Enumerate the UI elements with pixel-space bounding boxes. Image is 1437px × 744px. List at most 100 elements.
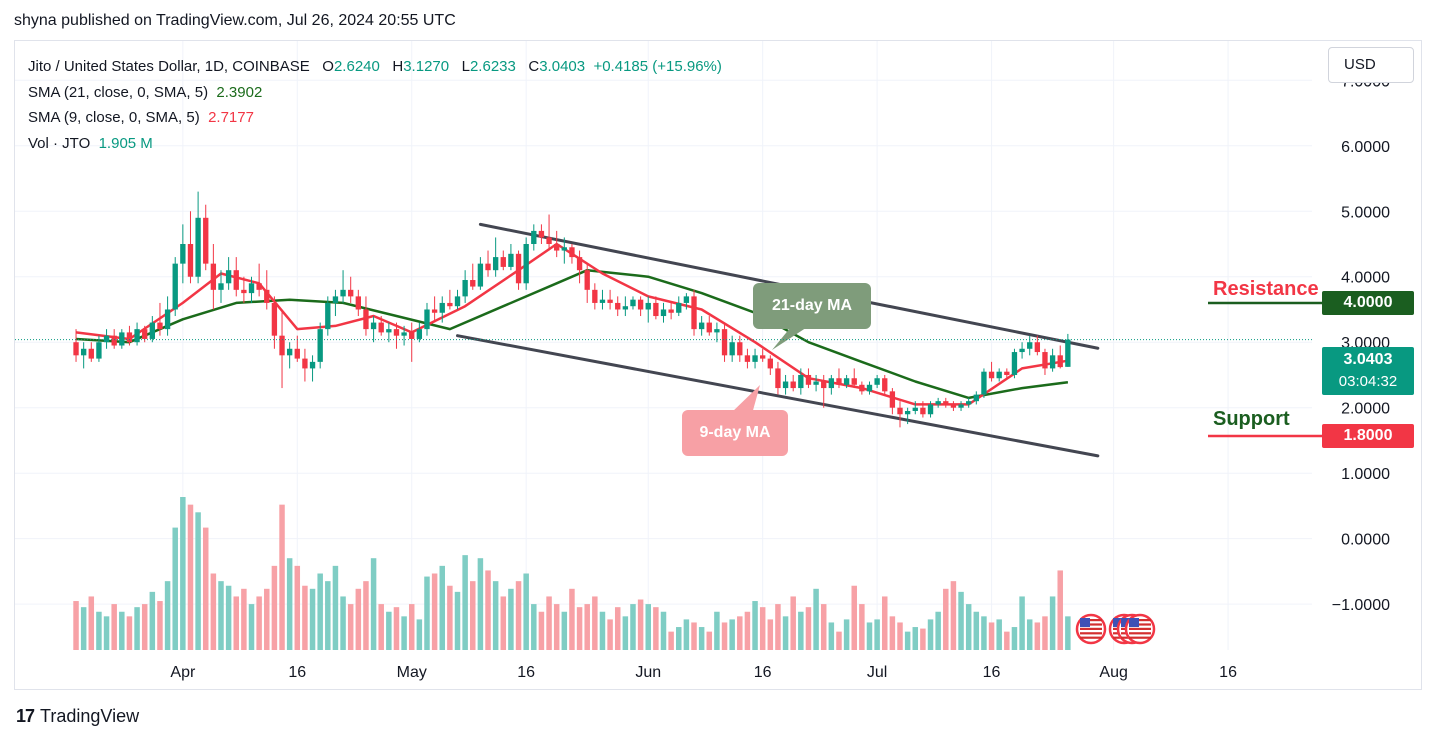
volume-bar <box>988 622 995 650</box>
candle-body <box>531 230 537 244</box>
x-tick-label: 16 <box>517 664 535 681</box>
volume-bar <box>241 588 247 650</box>
volume-bar <box>637 599 644 650</box>
candle-body <box>195 217 201 277</box>
volume-bar <box>889 616 896 650</box>
key-levels <box>15 301 1322 438</box>
footer-brand[interactable]: 17 TradingView <box>16 706 139 727</box>
candle-body <box>248 283 255 294</box>
candle-body <box>111 335 117 346</box>
candle-body <box>134 329 140 343</box>
volume-bar <box>325 581 331 650</box>
volume-bar <box>431 573 438 650</box>
volume-bar <box>805 607 812 650</box>
volume-bar <box>317 573 323 650</box>
currency-button[interactable]: USD <box>1328 47 1414 83</box>
candle-body <box>653 302 659 317</box>
us-flag-icon[interactable] <box>1124 613 1156 645</box>
candle-body <box>523 244 529 284</box>
candle-body <box>561 247 567 251</box>
x-tick-label: May <box>397 664 427 681</box>
volume-bar <box>782 616 789 650</box>
chart-frame[interactable] <box>14 40 1422 690</box>
candle-body <box>958 404 964 408</box>
candle-body <box>935 401 941 405</box>
candle-body <box>294 348 300 359</box>
legend-sma9-row[interactable]: SMA (9, close, 0, SMA, 5) 2.7177 <box>28 109 254 126</box>
us-flag-icon[interactable] <box>1075 613 1107 645</box>
candle-body <box>538 230 545 238</box>
flag-stripe <box>1080 636 1102 639</box>
volume-bar <box>683 619 690 650</box>
volume-bar <box>1026 619 1033 650</box>
candle-body <box>470 280 476 287</box>
candle-body <box>859 384 865 392</box>
candle-body <box>439 302 445 313</box>
candle-body <box>637 299 644 310</box>
volume-bar <box>904 631 911 650</box>
volume-bar <box>164 581 171 650</box>
volume-bar <box>370 558 377 650</box>
candle-body <box>981 371 987 395</box>
volume-bar <box>546 596 552 650</box>
legend-sma21-row[interactable]: SMA (21, close, 0, SMA, 5) 2.3902 <box>28 83 263 101</box>
candle-body <box>256 283 262 290</box>
flag-stripe <box>1129 632 1151 635</box>
flag-stripe <box>1129 623 1151 626</box>
candle-body <box>973 394 979 402</box>
candle-body <box>180 244 186 264</box>
candle-body <box>363 309 369 330</box>
volume-bar <box>614 607 621 650</box>
candle-body <box>851 378 857 385</box>
volume-bar <box>767 619 774 650</box>
volume-bar <box>981 616 987 650</box>
x-tick-label: Jun <box>635 664 661 681</box>
candle-body <box>73 342 79 356</box>
support-value-tag: 1.8000 <box>1322 424 1414 448</box>
candle-body <box>96 342 102 359</box>
candle-body <box>225 270 232 284</box>
candle-body <box>492 257 499 271</box>
candle-body <box>302 358 308 369</box>
sma9-value: 2.7177 <box>208 109 254 126</box>
candle-body <box>485 263 491 271</box>
symbol-title[interactable]: Jito / United States Dollar, 1D, COINBAS… <box>28 58 310 75</box>
candle-body <box>241 289 247 294</box>
ma21-annotation[interactable]: 21-day MA <box>753 283 871 329</box>
candle-body <box>668 309 674 313</box>
volume-bar <box>523 573 529 650</box>
volume-bar <box>233 596 239 650</box>
volume-bar <box>408 604 415 650</box>
published-caption: shyna published on TradingView.com, Jul … <box>14 12 456 29</box>
volume-value: 1.905 M <box>98 134 153 152</box>
volume-bar <box>225 585 232 650</box>
volume-bar <box>355 588 362 650</box>
legend-volume-row[interactable]: Vol · JTO 1.905 M <box>28 134 153 152</box>
candle-body <box>103 335 110 343</box>
volume-bar <box>706 631 713 650</box>
ma9-annotation[interactable]: 9-day MA <box>682 410 788 456</box>
sma9-line <box>75 242 1069 406</box>
volume-bar <box>1049 596 1056 650</box>
volume-bar <box>866 622 873 650</box>
candle-body <box>836 378 842 385</box>
candle-body <box>790 381 796 389</box>
candle-body <box>424 309 430 330</box>
candle-body <box>912 407 918 411</box>
candle-body <box>828 378 835 389</box>
candle-body <box>630 299 636 307</box>
candle-body <box>698 322 705 330</box>
candle-body <box>752 355 758 362</box>
volume-bar <box>538 611 545 650</box>
candle-body <box>332 296 339 303</box>
volume-bar <box>576 607 583 650</box>
moving-averages <box>75 242 1069 414</box>
volume-bar <box>813 588 819 650</box>
candle-body <box>950 404 957 408</box>
volume-bar <box>1065 616 1071 650</box>
candle-body <box>760 355 766 359</box>
candle-body <box>416 329 423 339</box>
candle-body <box>279 335 285 356</box>
candle-body <box>1019 348 1025 353</box>
